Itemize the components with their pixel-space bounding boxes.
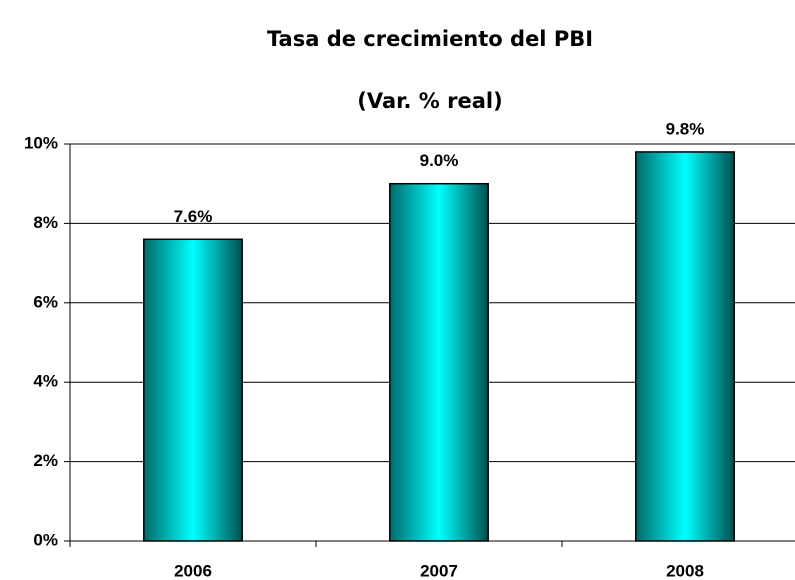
bar xyxy=(389,182,489,542)
bar xyxy=(143,238,243,542)
x-tick-label: 2007 xyxy=(420,561,458,580)
x-tick-label: 2008 xyxy=(666,561,704,580)
y-tick-label: 0% xyxy=(33,530,58,549)
y-tick-label: 6% xyxy=(33,292,58,311)
chart-title: Tasa de crecimiento del PBI xyxy=(267,27,593,51)
value-label: 7.6% xyxy=(174,207,213,226)
x-tick-label: 2006 xyxy=(174,561,212,580)
chart-subtitle: (Var. % real) xyxy=(357,89,502,113)
value-label: 9.0% xyxy=(420,151,459,170)
y-tick-label: 2% xyxy=(33,451,58,470)
y-tick-label: 10% xyxy=(24,133,58,152)
bar xyxy=(635,151,735,542)
y-tick-label: 8% xyxy=(33,213,58,232)
y-tick-label: 4% xyxy=(33,372,58,391)
value-label: 9.8% xyxy=(666,119,705,138)
